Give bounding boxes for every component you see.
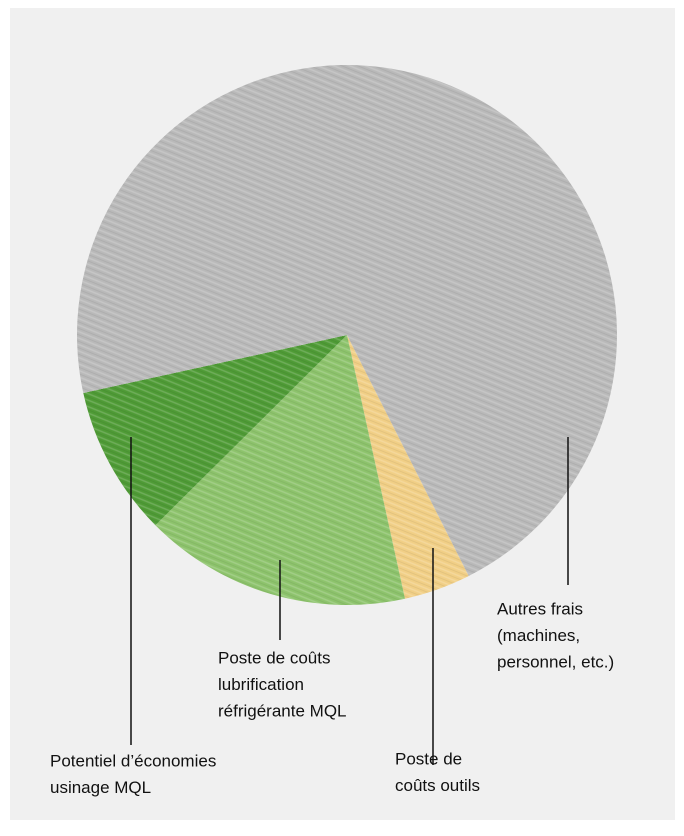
slice-label: Poste de coûts <box>218 648 330 667</box>
labels: Poste de coûts outils Poste de coûts lubrif… <box>50 437 614 797</box>
slice-label: usinage MQL <box>50 778 151 797</box>
slice-label: Autres frais <box>497 599 583 618</box>
texture <box>77 65 617 605</box>
slice-label: Potentiel d’économies <box>50 751 216 770</box>
slice-label: coûts outils <box>395 776 480 795</box>
slice-label: lubrification <box>218 675 304 694</box>
slice-label: (machines, <box>497 626 580 645</box>
slice-label: réfrigérante MQL <box>218 701 347 720</box>
slice-label: Poste de <box>395 749 462 768</box>
slice-label: personnel, etc.) <box>497 652 614 671</box>
